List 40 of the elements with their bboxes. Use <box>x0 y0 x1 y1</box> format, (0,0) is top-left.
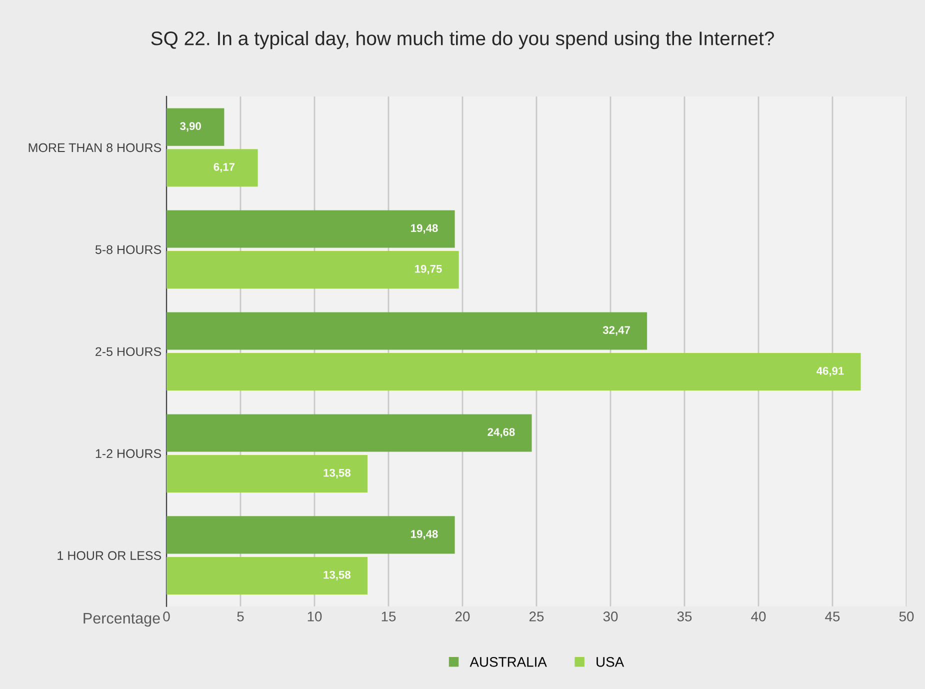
x-tick-label: 40 <box>751 612 766 622</box>
x-tick-label: 45 <box>825 612 840 622</box>
bar <box>166 251 459 289</box>
x-tick-label: 10 <box>308 612 322 622</box>
bar <box>166 556 368 594</box>
data-label: 32,47 <box>602 326 630 336</box>
data-label: 6,17 <box>214 162 235 172</box>
data-label: 19,48 <box>411 224 438 234</box>
y-tick-label: MORE THAN 8 HOURS <box>28 143 162 152</box>
data-label: 19,48 <box>411 530 438 540</box>
x-tick-label: 5 <box>237 612 244 622</box>
x-tick-label: 30 <box>603 612 618 622</box>
x-tick-label: 35 <box>677 612 692 622</box>
y-tick-label: 2-5 HOURS <box>96 347 162 356</box>
bar <box>166 414 532 452</box>
data-label: 19,75 <box>415 264 442 274</box>
x-tick-label: 25 <box>529 612 544 622</box>
data-label: 24,68 <box>488 428 515 438</box>
y-tick-label: 1-2 HOURS <box>96 449 162 458</box>
x-tick-label: 20 <box>455 612 470 622</box>
x-tick-label: 50 <box>899 612 914 622</box>
y-tick-label: 5-8 HOURS <box>95 245 162 254</box>
bar <box>166 108 224 146</box>
data-label: 46,91 <box>816 366 844 376</box>
data-label: 13,58 <box>324 468 351 478</box>
x-axis-title: Percentage <box>84 613 160 627</box>
bar <box>166 454 368 493</box>
x-tick-label: 15 <box>382 612 396 622</box>
data-label: 13,58 <box>324 570 351 580</box>
chart-title: SQ 22. In a typical day, how much time do you spend using the Internet? <box>151 31 774 50</box>
bar <box>166 210 455 248</box>
legend-label: AUSTRALIA <box>470 657 547 667</box>
data-label: 3,90 <box>180 122 201 132</box>
bar <box>166 312 648 350</box>
bar <box>166 516 455 554</box>
bar <box>166 353 861 391</box>
legend-label: USA <box>596 657 624 667</box>
y-tick-label: 1 HOUR OR LESS <box>58 551 162 560</box>
bar <box>166 149 258 187</box>
x-tick-label: 0 <box>163 612 170 622</box>
